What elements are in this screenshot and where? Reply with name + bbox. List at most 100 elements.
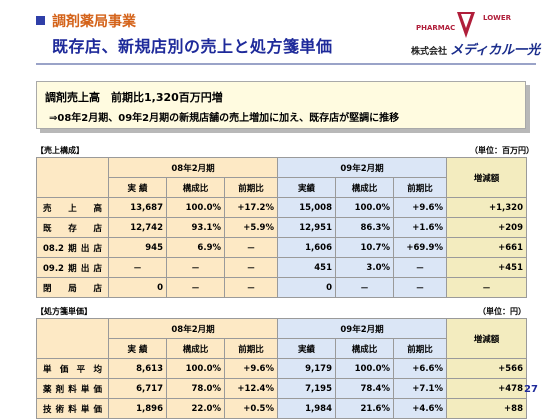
table-cell: +69.9% [393, 237, 447, 258]
table-cell: 13,687 [108, 197, 167, 218]
row-label: 技術料単価 [36, 398, 109, 419]
table-cell: +1.6% [393, 217, 447, 238]
prescription-table: 08年2月期 09年2月期 増減額 実 績 構成比 前期比 実績 構成比 前期比… [36, 318, 527, 419]
table-header-row: 08年2月期 09年2月期 増減額 [36, 318, 527, 359]
company-prefix: 株式会社 [411, 47, 448, 57]
table-cell: +661 [446, 237, 527, 258]
table-corner [36, 318, 109, 359]
company-name: 株式会社 メディカル一光 [411, 39, 540, 58]
period-header-08: 08年2月期 [108, 318, 278, 339]
table-subheader-row: 実 績 構成比 前期比 実績 構成比 前期比 [37, 177, 527, 198]
table-cell: － [108, 257, 167, 278]
table-cell: － [393, 257, 447, 278]
page-number: 27 [524, 384, 538, 395]
company-logo-icon [457, 12, 475, 38]
table-subheader-row: 実 績 構成比 前期比 実績 構成比 前期比 [37, 338, 527, 359]
table-row: 技術料単価 1,896 22.0% +0.5% 1,984 21.6% +4.6… [36, 398, 527, 419]
table-cell: +209 [446, 217, 527, 238]
table-cell: 1,896 [108, 398, 167, 419]
table-cell: +451 [446, 257, 527, 278]
sales-unit-label: （単位：百万円） [470, 146, 534, 155]
table-cell: 78.4% [335, 378, 394, 399]
table-cell: +9.6% [224, 358, 278, 379]
table-cell: +17.2% [224, 197, 278, 218]
table-corner [36, 157, 109, 198]
table-cell: 100.0% [166, 197, 225, 218]
summary-detail: ⇒08年2月期、09年2月期の新規店舗の売上増加に加え、既存店が堅調に推移 [49, 113, 400, 124]
title-underline [36, 63, 536, 65]
table-cell: 21.6% [335, 398, 394, 419]
table-cell: +4.6% [393, 398, 447, 419]
subheader-cell: 実績 [277, 338, 336, 359]
subheader-cell: 前期比 [224, 338, 278, 359]
subheader-cell: 前期比 [224, 177, 278, 198]
table-cell: 9,179 [277, 358, 336, 379]
table-row: 売上高 13,687 100.0% +17.2% 15,008 100.0% +… [36, 197, 527, 218]
company-name-text: メディカル一光 [450, 43, 541, 58]
table-cell: － [335, 277, 394, 298]
title-bullet [36, 16, 45, 25]
table-cell: － [446, 277, 527, 298]
table-row: 閉局店 0 － － 0 － － － [36, 277, 527, 298]
period-header-09: 09年2月期 [277, 157, 447, 178]
table-cell: 7,195 [277, 378, 336, 399]
table-cell: +88 [446, 398, 527, 419]
period-header-08: 08年2月期 [108, 157, 278, 178]
table-cell: 945 [108, 237, 167, 258]
increase-header: 増減額 [446, 318, 527, 359]
table-cell: 100.0% [335, 358, 394, 379]
table-cell: +6.6% [393, 358, 447, 379]
subheader-cell: 構成比 [166, 177, 225, 198]
table-cell: 86.3% [335, 217, 394, 238]
table-cell: +5.9% [224, 217, 278, 238]
table-row: 薬剤料単価 6,717 78.0% +12.4% 7,195 78.4% +7.… [36, 378, 527, 399]
table-cell: － [166, 277, 225, 298]
logo-text-right: LOWER [483, 14, 512, 22]
subheader-cell: 実績 [277, 177, 336, 198]
table-cell: 6,717 [108, 378, 167, 399]
table-cell: +0.5% [224, 398, 278, 419]
subheader-cell: 構成比 [335, 338, 394, 359]
table-cell: 8,613 [108, 358, 167, 379]
row-label: 09.2期出店 [36, 257, 109, 278]
subheader-cell: 前期比 [393, 177, 447, 198]
section-title: 調剤薬局事業 [52, 14, 136, 30]
subheader-cell: 実 績 [108, 177, 167, 198]
subheader-cell: 構成比 [166, 338, 225, 359]
table-cell: 100.0% [335, 197, 394, 218]
prescription-unit-label: （単位：円） [478, 307, 526, 316]
sales-section-label: 【売上構成】 [36, 146, 84, 155]
table-cell: +7.1% [393, 378, 447, 399]
subheader-cell: 構成比 [335, 177, 394, 198]
summary-headline: 調剤売上高 前期比1,320百万円増 [45, 91, 223, 104]
row-label: 売上高 [36, 197, 109, 218]
table-cell: 93.1% [166, 217, 225, 238]
row-label: 単価平均 [36, 358, 109, 379]
table-cell: 22.0% [166, 398, 225, 419]
table-cell: － [224, 277, 278, 298]
table-cell: 451 [277, 257, 336, 278]
table-cell: +9.6% [393, 197, 447, 218]
subheader-cell: 実 績 [108, 338, 167, 359]
row-label: 閉局店 [36, 277, 109, 298]
period-header-09: 09年2月期 [277, 318, 447, 339]
table-cell: +566 [446, 358, 527, 379]
table-cell: 1,984 [277, 398, 336, 419]
page-title: 既存店、新規店別の売上と処方箋単価 [52, 37, 333, 56]
table-cell: 100.0% [166, 358, 225, 379]
row-label: 薬剤料単価 [36, 378, 109, 399]
increase-header: 増減額 [446, 157, 527, 198]
table-cell: 12,742 [108, 217, 167, 238]
row-label: 08.2期出店 [36, 237, 109, 258]
logo-text-left: PHARMAC [416, 24, 456, 32]
subheader-cell: 前期比 [393, 338, 447, 359]
row-label: 既存店 [36, 217, 109, 238]
table-cell: 1,606 [277, 237, 336, 258]
table-cell: +1,320 [446, 197, 527, 218]
table-cell: 12,951 [277, 217, 336, 238]
table-header-row: 08年2月期 09年2月期 増減額 [36, 157, 527, 198]
table-row: 既存店 12,742 93.1% +5.9% 12,951 86.3% +1.6… [36, 217, 527, 238]
table-cell: － [224, 257, 278, 278]
table-row: 09.2期出店 － － － 451 3.0% － +451 [36, 257, 527, 278]
sales-table: 08年2月期 09年2月期 増減額 実 績 構成比 前期比 実績 構成比 前期比… [36, 157, 527, 298]
